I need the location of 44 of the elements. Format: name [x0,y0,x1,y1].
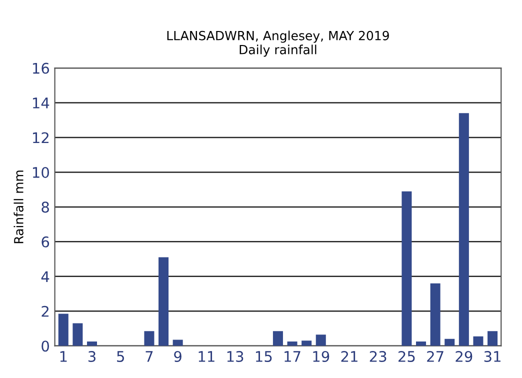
x-tick-label: 19 [313,350,330,362]
bar [58,314,68,346]
x-tick-label: 17 [284,351,300,362]
x-tick-label: 31 [484,350,500,362]
x-tick-label: 1 [60,351,67,362]
bar [458,113,469,346]
y-tick-label: 6 [42,236,50,248]
y-tick-label: 2 [42,306,48,317]
x-tick-label: 15 [256,351,272,362]
y-tick-label: 0 [42,340,49,352]
bar [72,323,83,346]
x-tick-label: 25 [398,350,415,362]
chart-title: LLANSADWRN, Anglesey, MAY 2019 Daily rainfall [167,30,389,57]
y-tick-label: 12 [32,132,48,144]
bar [488,331,498,346]
x-tick-label: 23 [370,350,386,362]
bar [287,342,298,346]
x-tick-label: 21 [341,350,358,362]
bar [402,191,412,346]
bar [316,334,326,346]
x-tick-label: 9 [174,350,182,362]
y-tick-label: 16 [32,62,50,74]
bar [144,331,154,346]
x-tick-label: 7 [146,351,153,362]
y-tick-label: 8 [42,202,49,213]
y-tick-label: 10 [32,166,49,178]
bar [430,283,440,346]
bar [172,340,183,346]
x-tick-label: 27 [427,350,444,362]
bar [302,340,312,346]
y-tick-label: 14 [32,98,50,108]
x-tick-label: 3 [88,350,96,362]
bar [272,331,283,346]
bar [473,336,484,346]
x-tick-label: 29 [456,350,472,362]
y-axis-title: Rainfall mm [14,170,24,244]
y-tick-label: 4 [41,271,50,282]
x-tick-label: 11 [198,351,214,362]
bar [416,342,426,346]
bar [444,338,455,346]
bar [158,257,169,346]
x-tick-label: 5 [117,351,124,362]
x-tick-label: 13 [227,350,244,362]
bar [86,342,98,346]
